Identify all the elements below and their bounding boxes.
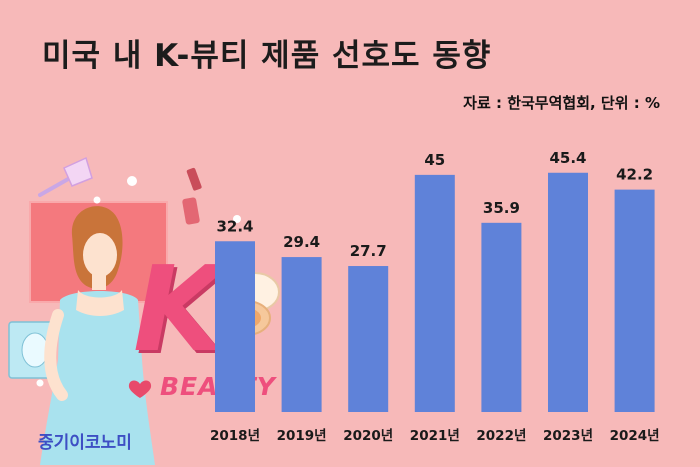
- category-label: 2019년: [277, 428, 327, 444]
- woman-figure: [40, 206, 155, 465]
- value-label: 29.4: [283, 233, 320, 251]
- brand-logo-text: 중기이코노미: [38, 433, 132, 453]
- bar-2018년: [215, 241, 255, 412]
- source-note: 자료 : 한국무역협회, 단위 : %: [463, 94, 660, 112]
- value-label: 32.4: [216, 217, 253, 235]
- category-label: 2023년: [543, 428, 593, 444]
- bar-group: [215, 172, 655, 412]
- category-label-group: 2018년 2019년 2020년 2021년 2022년 2023년 2024년: [210, 428, 660, 444]
- value-label: 45.4: [549, 149, 586, 167]
- category-label: 2020년: [343, 428, 393, 444]
- k-letter-logo: K: [133, 240, 224, 378]
- category-label: 2022년: [476, 428, 526, 444]
- category-label: 2021년: [410, 428, 460, 444]
- bar-2019년: [281, 257, 322, 412]
- chart-title: 미국 내 K-뷰티 제품 선호도 동향: [42, 38, 492, 74]
- value-label: 27.7: [350, 242, 387, 260]
- face-mask-icon: [8, 321, 54, 379]
- heart-icon: [128, 380, 152, 398]
- sparkle-icon: [36, 176, 243, 387]
- value-label: 45: [424, 151, 445, 169]
- value-label: 35.9: [483, 199, 520, 217]
- bar-2024년: [614, 189, 655, 412]
- bar-2023년: [548, 172, 588, 412]
- bar-2020년: [348, 266, 389, 412]
- value-label-group: 32.4 29.4 27.7 45 35.9 45.4 42.2: [216, 149, 653, 260]
- bar-2022년: [481, 222, 522, 412]
- value-label: 42.2: [616, 166, 653, 184]
- bar-2021년: [414, 174, 455, 412]
- makeup-brush-icon: [38, 156, 93, 197]
- category-label: 2018년: [210, 428, 260, 444]
- lip-tint-icon: [182, 167, 202, 225]
- category-label: 2024년: [610, 428, 660, 444]
